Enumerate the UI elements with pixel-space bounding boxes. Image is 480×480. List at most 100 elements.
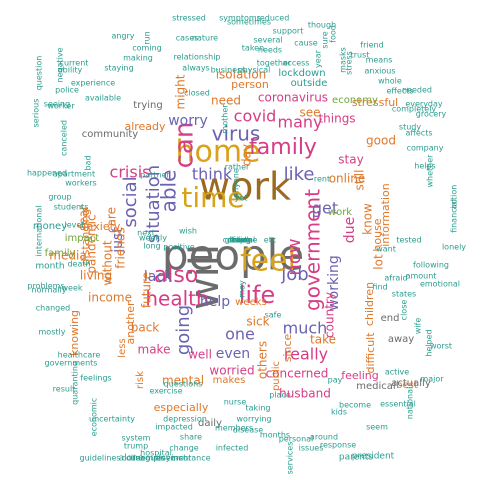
cloud-word-kids: kids [331,408,347,417]
cloud-word-lonely: lonely [442,243,466,252]
cloud-word-others: others [256,341,270,379]
cloud-word-stressful: stressful [352,96,398,109]
cloud-word-virus: virus [212,122,261,146]
cloud-word-completely: completely [392,105,437,114]
cloud-word-daily: daily [198,418,222,429]
cloud-word-friends: friends [114,227,128,268]
cloud-word-isolation: isolation [216,68,267,82]
cloud-word-changed: changed [36,304,71,313]
cloud-word-feel: feel [240,244,296,279]
cloud-word-financial: financial [450,199,459,233]
cloud-word-continue: continue [223,236,258,245]
cloud-word-research: research [154,454,189,463]
cloud-word-good: good [366,134,396,148]
cloud-word-make: make [138,343,171,357]
cloud-word-one: one [225,325,255,344]
cloud-word-closed: closed [184,89,210,98]
cloud-word-cause: cause [294,39,318,48]
cloud-word-business: business [211,66,246,75]
cloud-word-well: well [188,348,212,362]
cloud-word-guidelines: guidelines [80,454,121,463]
cloud-word-serious: serious [32,99,41,128]
cloud-word-available: available [85,94,121,103]
cloud-word-whole: whole [378,77,402,86]
cloud-word-kind: kind [231,236,248,245]
cloud-word-outside: outside [291,78,328,89]
cloud-word-home: home [175,135,260,170]
cloud-word-negative: negative [56,47,65,82]
cloud-word-take: take [310,333,336,347]
cloud-word-family: family [45,248,76,259]
cloud-word-death: death [67,260,90,269]
cloud-word-several: several [253,36,282,45]
cloud-word-can: can [170,122,200,169]
cloud-word-already: already [124,120,166,133]
cloud-word-hope: hope [230,236,250,245]
cloud-word-end: end [381,313,400,324]
cloud-word-using: using [229,236,251,245]
cloud-word-fear: fear [77,205,91,229]
cloud-word-become: become [339,401,371,410]
cloud-word-really: really [284,345,328,364]
cloud-word-things: things [318,112,355,126]
cloud-word-services: services [286,442,295,475]
cloud-word-lack: lack [144,269,173,285]
cloud-word-long: long [143,242,160,251]
cloud-word-uncertainty: uncertainty [89,415,135,424]
cloud-word-much: much [283,319,328,338]
cloud-word-share: share [180,433,202,442]
cloud-word-impact: impact [65,233,99,244]
cloud-word-week: week [61,284,82,293]
cloud-word-response: response [320,441,356,450]
cloud-word-masks: masks [339,47,348,73]
cloud-word-going: going [173,305,194,355]
cloud-word-general: general [225,236,255,245]
cloud-word-food: food [329,25,338,43]
cloud-word-job: job [280,264,308,285]
cloud-word-taking: taking [245,404,270,413]
cloud-word-always: always [182,64,209,73]
cloud-word-able: able [157,170,181,213]
cloud-word-care: care [105,207,119,233]
cloud-word-needs: needs [258,46,282,55]
cloud-word-experience: experience [71,79,115,88]
cloud-word-rather: rather [225,163,250,172]
cloud-word-still: still [353,170,367,191]
cloud-word-stress: stress [345,51,354,75]
cloud-word-international: international [35,206,44,257]
cloud-word-think: think [192,165,233,184]
cloud-word-mother: mother [221,104,230,134]
cloud-word-problems: problems [27,282,64,291]
cloud-word-support: support [273,27,304,36]
cloud-word-concerned: concerned [266,367,329,381]
cloud-word-weeks: weeks [235,297,266,308]
cloud-word-like: like [284,164,315,185]
cloud-word-quarantine: quarantine [71,361,80,405]
cloud-word-situation: situation [143,165,164,243]
cloud-word-medical: medical [356,381,395,392]
cloud-word-knowing: knowing [68,310,81,356]
cloud-word-stay: stay [338,153,363,167]
cloud-word-friend: friend [360,41,383,50]
cloud-word-without: without [101,240,115,285]
cloud-word-colleagues: colleagues [122,454,165,463]
cloud-word-president: president [352,452,395,462]
cloud-word-police: police [55,86,79,95]
cloud-word-since: since [281,333,294,362]
cloud-word-worst: worst [430,342,452,351]
cloud-word-media: media [49,249,86,263]
cloud-word-may: may [238,280,247,298]
cloud-word-actually: actually [391,378,431,389]
cloud-word-yet: yet [235,194,248,203]
cloud-word-working: working [326,255,342,311]
cloud-word-economic: economic [90,398,99,437]
cloud-word-essential: essential [380,400,416,409]
cloud-word-social: social [120,176,141,227]
cloud-word-months: months [260,431,290,440]
cloud-word-helped: helped [425,329,434,356]
cloud-word-nurse: nurse [224,398,247,407]
cloud-word-covid: covid [234,107,277,126]
cloud-word-work: work [328,207,352,218]
cloud-word-needed: needed [402,86,432,95]
cloud-word-children: children [363,282,376,326]
